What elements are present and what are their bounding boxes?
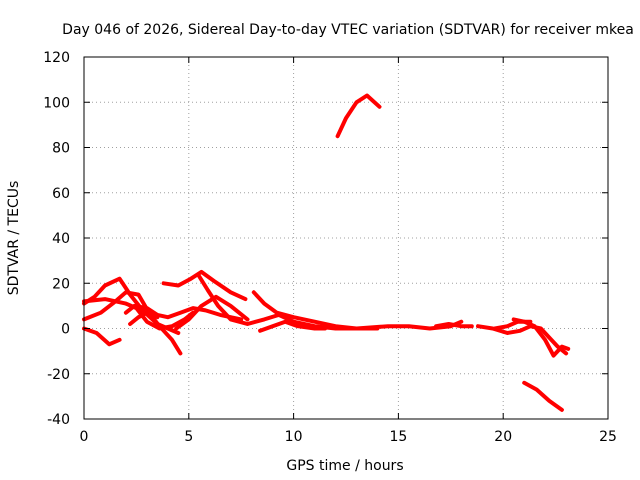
series-line-arc-early-negative [82, 326, 122, 347]
series-line-arc-i [251, 290, 464, 331]
series-line-arc-n [492, 319, 533, 331]
y-axis-label: SDTVAR / TECUs [6, 181, 22, 296]
y-tick-label: 40 [52, 231, 70, 247]
x-tick-label: 5 [184, 429, 193, 445]
tick-labels: 0 5 10 15 20 25 -40 -20 0 20 40 60 80 100 120 [43, 50, 617, 445]
grid-lines [84, 57, 608, 419]
y-tick-label: 20 [52, 276, 70, 292]
plot-frame [83, 56, 609, 420]
series-line-arc-c [82, 297, 195, 331]
series-line-arc-j [258, 319, 327, 333]
series-line-arc-k [434, 322, 474, 329]
y-tick-label: 120 [43, 50, 70, 66]
x-tick-label: 25 [599, 429, 617, 445]
series-line-arc-b [82, 290, 183, 356]
series-line-arc-g [128, 310, 160, 326]
series-line-arc-m [511, 317, 571, 358]
y-tick-label: 80 [52, 141, 70, 157]
series-line-arc-e [161, 269, 248, 302]
x-tick-label: 10 [285, 429, 303, 445]
y-tick-label: 0 [61, 322, 70, 338]
chart-title: Day 046 of 2026, Sidereal Day-to-day VTE… [62, 22, 634, 38]
x-tick-label: 20 [494, 429, 512, 445]
series-line-arc-high [335, 93, 382, 139]
series-line-arc-f [174, 294, 250, 331]
data-series [82, 93, 571, 412]
x-tick-label: 15 [389, 429, 407, 445]
y-tick-label: -20 [47, 367, 70, 383]
axis-ticks [83, 56, 609, 420]
x-axis-label: GPS time / hours [286, 458, 403, 474]
y-tick-label: -40 [47, 412, 70, 428]
series-line-arc-low [522, 380, 564, 412]
y-tick-label: 100 [43, 95, 70, 111]
series-line-arc-d [123, 303, 244, 322]
y-tick-label: 60 [52, 186, 70, 202]
x-tick-label: 0 [80, 429, 89, 445]
series-line-arc-l [476, 324, 569, 356]
